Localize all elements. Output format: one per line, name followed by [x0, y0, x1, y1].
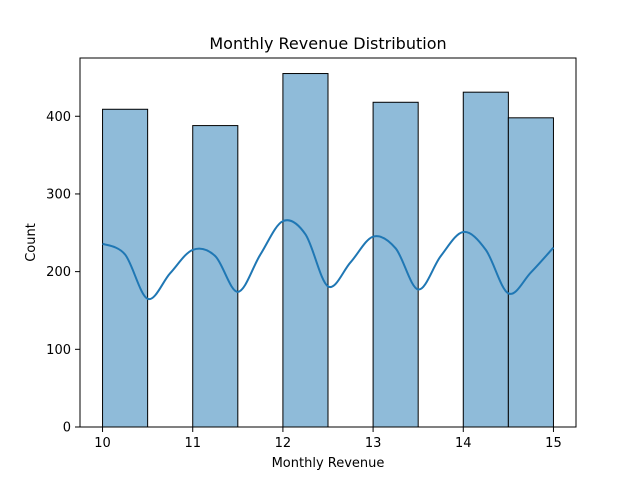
- chart-title: Monthly Revenue Distribution: [209, 34, 446, 53]
- plot-frame: [79, 57, 577, 428]
- histogram-bar-4: [372, 101, 419, 428]
- histogram-bar-5: [462, 91, 509, 428]
- y-axis-ticks: 0 100 200 300 400: [46, 110, 80, 436]
- histogram-bar-3: [282, 73, 329, 428]
- x-tick-label: 12: [275, 436, 292, 451]
- bars-layer: [102, 73, 554, 428]
- x-axis-title: Monthly Revenue: [272, 456, 385, 471]
- x-tick-label: 14: [455, 436, 472, 451]
- histogram-bar-2: [192, 125, 239, 428]
- y-tick-label: 400: [46, 110, 71, 125]
- y-tick-label: 100: [46, 343, 71, 358]
- kde-layer: [102, 219, 555, 300]
- histogram-bar-1: [102, 108, 149, 428]
- x-tick-label: 15: [545, 436, 562, 451]
- y-tick-label: 0: [63, 421, 71, 436]
- y-tick-label: 300: [46, 187, 71, 202]
- y-axis-title: Count: [24, 223, 39, 262]
- x-tick-label: 10: [94, 436, 111, 451]
- x-tick-label: 13: [365, 436, 382, 451]
- kde-line: [102, 219, 555, 300]
- x-tick-label: 11: [184, 436, 201, 451]
- y-tick-label: 200: [46, 265, 71, 280]
- x-axis-ticks: 10 11 12 13 14 15: [94, 427, 562, 451]
